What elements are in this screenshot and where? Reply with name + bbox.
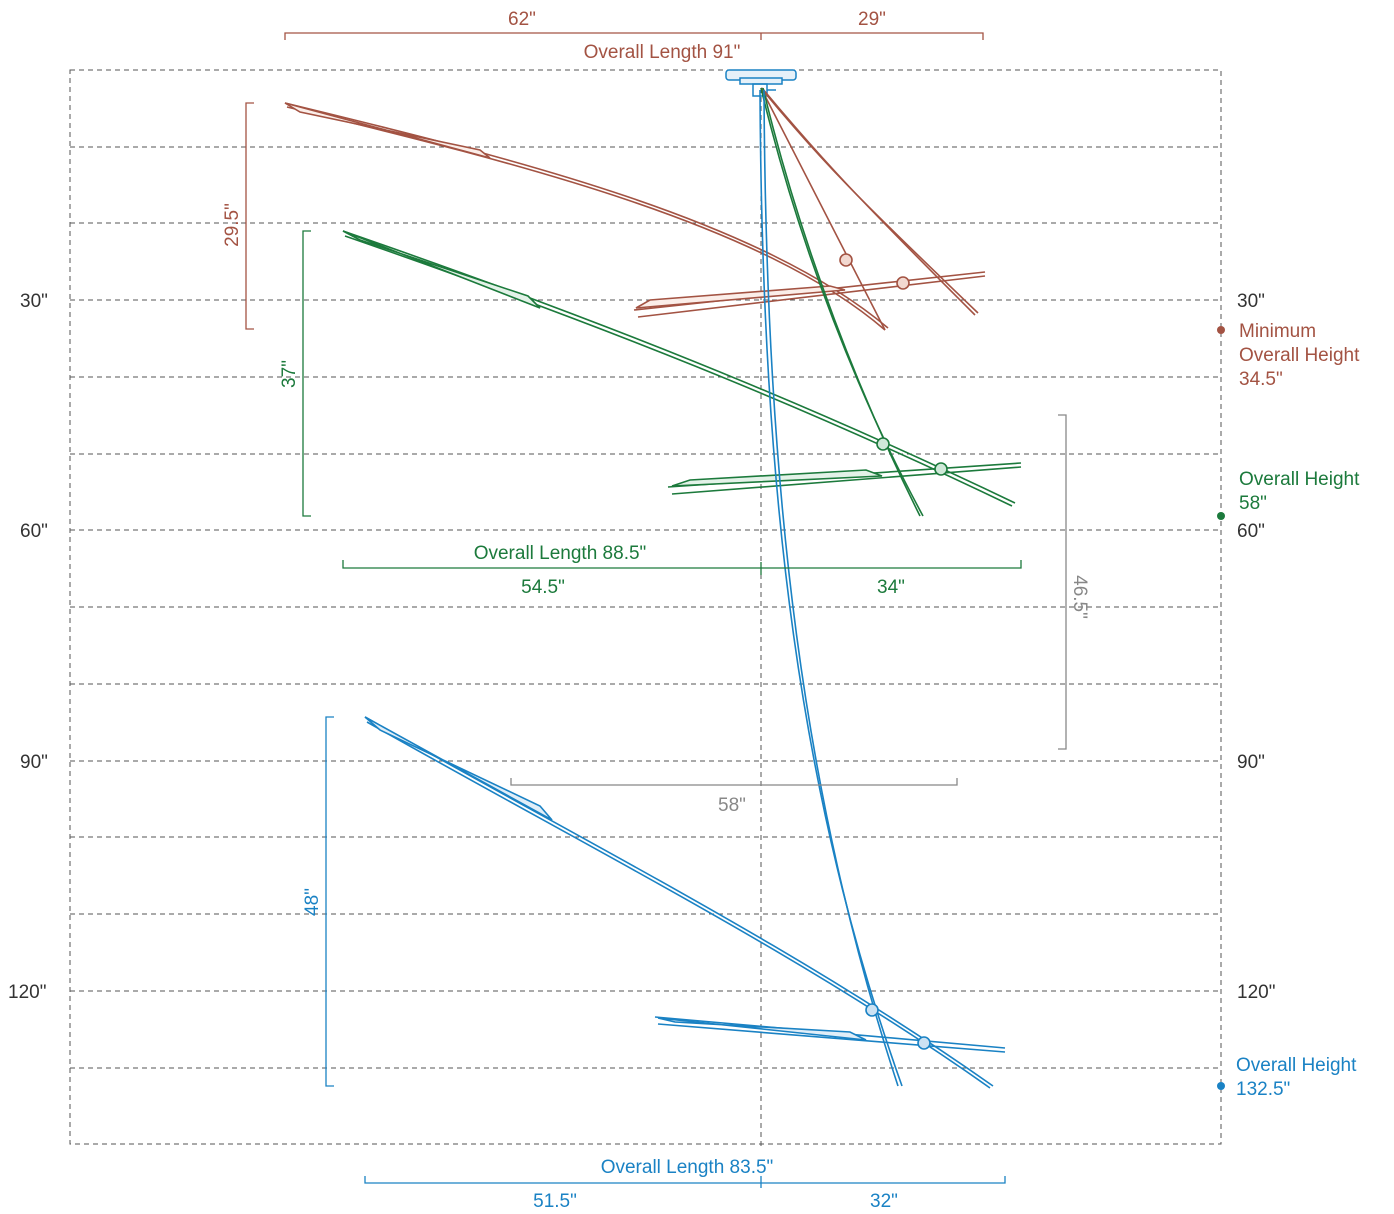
blue-left-span: 51.5" bbox=[533, 1191, 577, 1212]
red-joint-1 bbox=[839, 253, 853, 267]
red-dimensions bbox=[245, 32, 984, 330]
red-height-line1: Minimum bbox=[1239, 321, 1316, 342]
red-height-marker bbox=[1217, 326, 1225, 334]
blue-joint-2 bbox=[917, 1036, 931, 1050]
blue-overall-length: Overall Length 83.5" bbox=[601, 1157, 774, 1178]
green-height-line1: Overall Height bbox=[1239, 469, 1360, 490]
blue-height-marker bbox=[1217, 1082, 1225, 1090]
blue-height-line2: 132.5" bbox=[1236, 1079, 1290, 1100]
gray-dimensions bbox=[510, 414, 1067, 786]
green-left-span: 54.5" bbox=[521, 577, 565, 598]
red-rod-long bbox=[284, 102, 889, 329]
blue-right-span: 32" bbox=[870, 1191, 898, 1212]
green-rod-top bbox=[760, 87, 924, 517]
green-configuration bbox=[342, 87, 1022, 517]
red-joint-2 bbox=[896, 276, 910, 290]
green-right-span: 34" bbox=[877, 577, 905, 598]
blue-drop: 48" bbox=[302, 888, 323, 916]
green-height-marker bbox=[1217, 512, 1225, 520]
green-joint-2 bbox=[934, 462, 948, 476]
blue-blade-lower bbox=[657, 1017, 867, 1041]
red-blade-upper bbox=[284, 102, 491, 159]
blue-dimensions bbox=[325, 716, 1006, 1188]
blue-height-line1: Overall Height bbox=[1236, 1055, 1357, 1076]
red-right-span: 29" bbox=[858, 9, 886, 30]
gray-width: 58" bbox=[718, 795, 746, 816]
green-drop: 37" bbox=[279, 360, 300, 388]
red-height-line3: 34.5" bbox=[1239, 369, 1283, 390]
axis-left-30: 30" bbox=[20, 291, 48, 312]
green-blade-upper bbox=[342, 230, 541, 309]
green-dimensions bbox=[302, 230, 1022, 575]
ceiling-canopy bbox=[725, 69, 797, 97]
axis-left-60: 60" bbox=[20, 521, 48, 542]
green-overall-length: Overall Length 88.5" bbox=[474, 543, 647, 564]
green-joint-1 bbox=[876, 437, 890, 451]
red-drop: 29.5" bbox=[222, 203, 243, 247]
blue-rod-long bbox=[759, 89, 903, 1087]
green-blade-lower bbox=[671, 469, 883, 487]
frame bbox=[69, 69, 1222, 1145]
axis-right-30: 30" bbox=[1237, 291, 1265, 312]
axis-right-90: 90" bbox=[1237, 752, 1265, 773]
blue-joint-1 bbox=[865, 1003, 879, 1017]
red-left-span: 62" bbox=[508, 9, 536, 30]
blue-blade-upper bbox=[364, 716, 553, 821]
red-overall-length: Overall Length 91" bbox=[584, 42, 741, 63]
green-rod-long bbox=[342, 230, 1016, 504]
red-blade-lower bbox=[635, 285, 846, 309]
red-configuration bbox=[284, 87, 986, 331]
blue-configuration bbox=[364, 89, 1006, 1089]
axis-left-120: 120" bbox=[8, 982, 46, 1003]
gray-height: 46.5" bbox=[1069, 575, 1090, 619]
green-height-line2: 58" bbox=[1239, 493, 1267, 514]
axis-right-120: 120" bbox=[1237, 982, 1275, 1003]
axis-right-60: 60" bbox=[1237, 521, 1265, 542]
blue-rod-arm bbox=[364, 716, 994, 1087]
axis-left-90: 90" bbox=[20, 752, 48, 773]
axis-labels: 30" 60" 90" 120" 30" 60" 90" 120" bbox=[8, 291, 1275, 1003]
red-height-line2: Overall Height bbox=[1239, 345, 1360, 366]
